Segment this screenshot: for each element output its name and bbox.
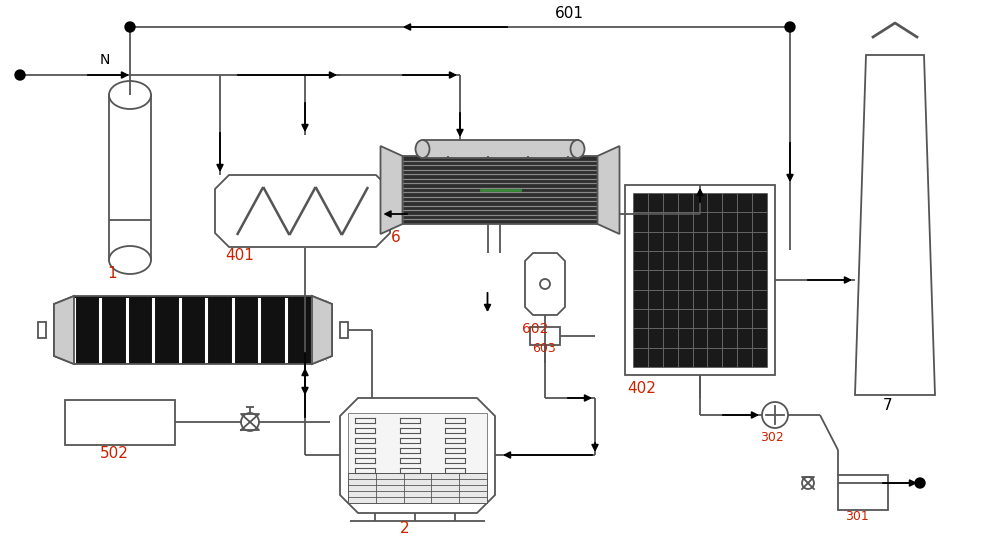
- Circle shape: [762, 402, 788, 428]
- Polygon shape: [215, 175, 390, 247]
- Circle shape: [125, 22, 135, 32]
- Text: 1: 1: [107, 266, 117, 281]
- Polygon shape: [340, 398, 495, 513]
- Bar: [348, 413, 487, 473]
- Ellipse shape: [109, 81, 151, 109]
- Bar: [348, 473, 487, 503]
- Polygon shape: [598, 146, 620, 234]
- Text: 402: 402: [627, 381, 656, 396]
- Ellipse shape: [570, 140, 584, 158]
- Polygon shape: [54, 296, 74, 364]
- Circle shape: [15, 70, 25, 80]
- Ellipse shape: [109, 246, 151, 274]
- Text: 502: 502: [100, 446, 129, 461]
- Bar: [340, 322, 348, 338]
- Bar: [633, 193, 767, 367]
- Text: 602: 602: [522, 322, 548, 336]
- Text: 401: 401: [225, 248, 254, 263]
- Polygon shape: [525, 253, 565, 315]
- Bar: [625, 185, 775, 375]
- Text: 2: 2: [400, 521, 410, 536]
- Polygon shape: [380, 146, 402, 234]
- Ellipse shape: [416, 140, 430, 158]
- Text: 6: 6: [390, 230, 400, 245]
- Circle shape: [785, 22, 795, 32]
- Text: 603: 603: [532, 342, 556, 355]
- Bar: [109, 95, 151, 260]
- Bar: [65, 400, 175, 445]
- Polygon shape: [312, 296, 332, 364]
- Polygon shape: [402, 156, 598, 224]
- Circle shape: [915, 478, 925, 488]
- Bar: [38, 322, 46, 338]
- Bar: [530, 327, 560, 345]
- Bar: [422, 140, 578, 158]
- Text: 301: 301: [845, 510, 869, 523]
- Text: 7: 7: [883, 398, 893, 413]
- Text: 302: 302: [760, 431, 784, 444]
- Text: 601: 601: [555, 6, 584, 21]
- Polygon shape: [855, 55, 935, 395]
- Polygon shape: [54, 296, 332, 364]
- Bar: [838, 475, 888, 510]
- Text: N: N: [100, 53, 110, 67]
